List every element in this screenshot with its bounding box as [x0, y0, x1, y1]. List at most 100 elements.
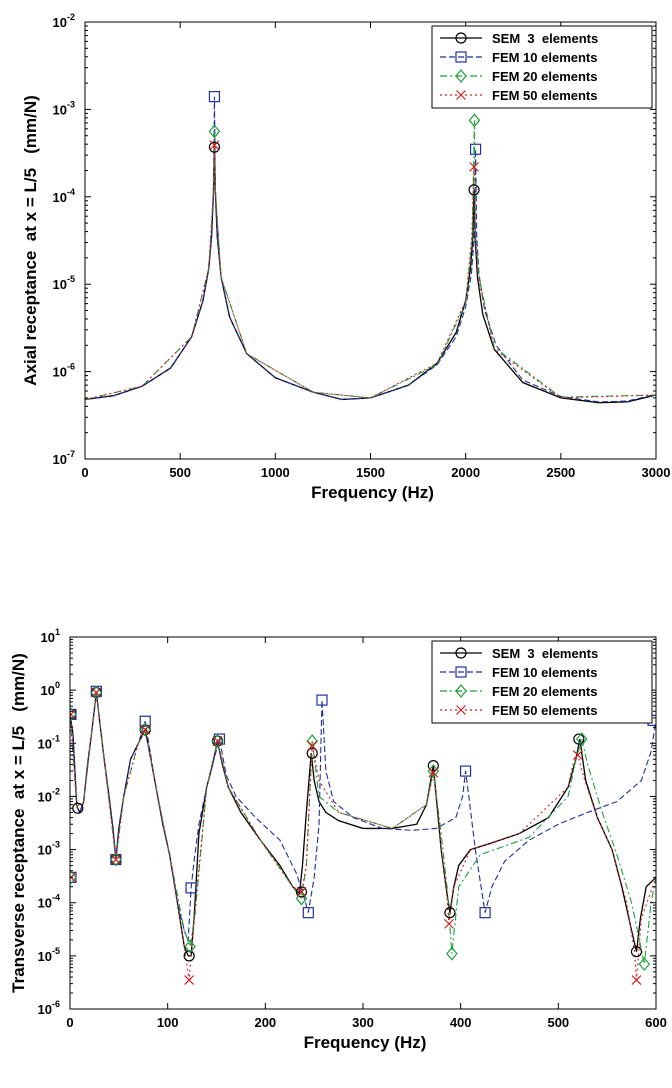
- y-tick-label: 10-2: [38, 786, 60, 804]
- legend-label-3: FEM 20 elements: [492, 69, 598, 84]
- y-tick-label: 10-6: [53, 362, 75, 380]
- data-point-s4-13: [631, 975, 642, 986]
- data-point-s3-1: [208, 124, 221, 139]
- data-point-s1-8: [295, 886, 308, 898]
- x-tick-label: 0: [66, 1015, 73, 1030]
- legend-label-4: FEM 50 elements: [492, 703, 598, 718]
- data-point-s2-11: [479, 907, 491, 919]
- x-tick-label: 500: [547, 1015, 569, 1030]
- legend-marker-2: [455, 51, 467, 63]
- x-tick-label: 300: [352, 1015, 374, 1030]
- series-line-4: [85, 145, 656, 400]
- series-line-1: [70, 692, 656, 957]
- legend-marker-2: [455, 666, 467, 678]
- legend-box: [431, 640, 653, 724]
- x-tick-label: 500: [169, 465, 191, 480]
- data-point-s4-8: [296, 886, 307, 897]
- data-point-s4-5: [140, 724, 151, 735]
- y-tick-label: 101: [41, 627, 60, 645]
- y-axis-label: Axial receptance at x = L/5 (mm/N): [21, 95, 40, 386]
- x-tick-label: 600: [645, 1015, 667, 1030]
- y-axis-label: Transverse receptance at x = L/5 (mm/N): [9, 653, 28, 993]
- y-tick-label: 10-2: [53, 12, 75, 30]
- data-point-s3-2: [70, 870, 77, 885]
- data-point-s3-7: [211, 734, 224, 749]
- data-point-s1-2: [468, 184, 480, 196]
- legend-label-1: SEM 3 elements: [492, 31, 598, 46]
- x-tick-label: 1000: [261, 465, 290, 480]
- data-point-s2-2: [469, 143, 482, 155]
- x-axis-label: Frequency (Hz): [304, 1033, 427, 1052]
- data-point-s3-3: [90, 685, 103, 700]
- data-point-s3-9: [306, 734, 318, 749]
- chart-transverse: 0 100 200 300 400 500 600 10-6 10-5 10-4 10-3 10-2 1…: [9, 627, 667, 1052]
- legend-marker-3: [455, 684, 467, 698]
- x-tick-label: 0: [81, 465, 88, 480]
- data-point-s4-1: [70, 709, 76, 720]
- series-line-2: [85, 96, 656, 403]
- legend-label-3: FEM 20 elements: [492, 684, 598, 699]
- data-point-s4-10: [428, 767, 439, 778]
- legend-marker-1: [455, 32, 467, 44]
- data-point-s2-1: [208, 91, 221, 103]
- series-line-4: [70, 692, 656, 981]
- data-point-s3-6: [184, 939, 196, 954]
- x-tick-label: 1500: [356, 465, 385, 480]
- data-point-s1-11: [444, 907, 456, 919]
- y-tick-label: 10-6: [38, 999, 60, 1017]
- data-point-s1-10: [427, 760, 439, 772]
- legend-marker-4: [456, 705, 466, 715]
- legend-label-2: FEM 10 elements: [492, 50, 598, 65]
- data-point-s4-11: [444, 918, 454, 929]
- data-point-s2-10: [459, 765, 472, 777]
- x-axis-label: Frequency (Hz): [311, 483, 434, 502]
- legend-box: [431, 25, 653, 109]
- legend-label-4: FEM 50 elements: [492, 88, 598, 103]
- y-tick-label: 10-7: [53, 449, 75, 467]
- data-point-s1-13: [630, 946, 643, 958]
- series-line-1: [85, 147, 656, 404]
- series-line-2: [70, 691, 656, 942]
- legend-marker-3: [455, 69, 467, 83]
- x-tick-label: 2500: [546, 465, 575, 480]
- data-point-s4-2: [469, 161, 479, 172]
- series-group: [85, 91, 656, 404]
- data-point-s4-9: [307, 740, 318, 751]
- chart-axial: 0 500 1000 1500 2000 2500 3000 10-7 10-6 10-5 10-4…: [21, 12, 670, 502]
- series-line-3: [85, 120, 656, 400]
- data-point-s4-3: [91, 687, 102, 698]
- y-tick-label: 10-3: [38, 840, 60, 858]
- data-point-s2-5: [139, 715, 151, 727]
- data-point-s3-13: [638, 957, 651, 972]
- data-point-s1-9: [306, 747, 318, 759]
- x-tick-label: 200: [254, 1015, 276, 1030]
- legend-label-1: SEM 3 elements: [492, 646, 598, 661]
- data-point-s3-5: [139, 722, 151, 737]
- data-point-s3-1: [70, 707, 77, 722]
- data-point-s4-1: [209, 140, 220, 151]
- data-point-s2-8: [302, 907, 314, 919]
- x-tick-label: 100: [157, 1015, 179, 1030]
- data-point-s3-8: [295, 891, 308, 906]
- data-point-s4-6: [184, 975, 195, 986]
- y-tick-label: 10-5: [38, 946, 60, 964]
- legend: SEM 3 elements FEM 10 elements FEM 20 elem…: [431, 25, 653, 109]
- data-point-s3-11: [446, 946, 458, 961]
- legend: SEM 3 elements FEM 10 elements FEM 20 elem…: [431, 640, 653, 724]
- data-point-s4-12: [572, 750, 583, 760]
- data-point-s3-4: [110, 852, 122, 867]
- y-tick-label: 10-4: [53, 187, 75, 205]
- legend-marker-4: [456, 90, 466, 100]
- data-point-s3-12: [575, 732, 588, 747]
- x-tick-label: 400: [450, 1015, 472, 1030]
- data-point-s2-9: [316, 694, 328, 706]
- data-point-s4-7: [212, 736, 223, 747]
- x-tick-label: 3000: [642, 465, 671, 480]
- series-group: [70, 685, 656, 986]
- y-tick-label: 100: [41, 680, 60, 698]
- y-tick-label: 10-5: [53, 274, 75, 292]
- y-tick-label: 10-3: [53, 99, 75, 117]
- data-point-s2-6: [185, 882, 197, 894]
- legend-label-2: FEM 10 elements: [492, 665, 598, 680]
